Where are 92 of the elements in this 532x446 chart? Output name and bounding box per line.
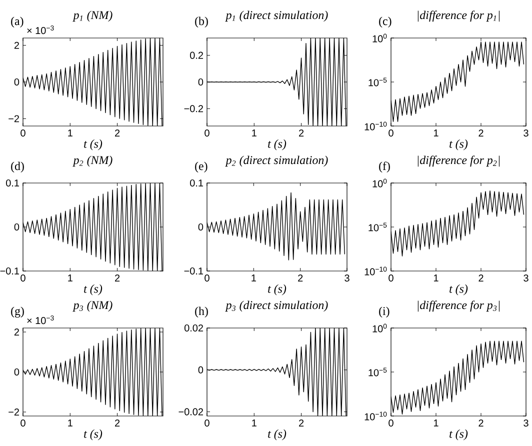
x-tick-label: 2 [115,274,120,282]
x-tick-label: 2 [478,274,484,282]
line-series [23,38,162,126]
text: (g) [11,306,24,318]
y-tick-label: 0 [198,366,204,374]
x-tick-label: 0 [388,130,394,137]
x-tick-label: 3 [344,274,350,282]
line-series [207,328,346,416]
x-axis-title: t (s) [450,284,468,296]
x-tick-label: 1 [252,420,256,426]
x-axis-title: t (s) [268,139,286,150]
y-tick-label: 10$^{0}$ [372,34,387,42]
x-axis-title: t (s) [84,284,102,296]
x-tick-label: 3 [524,130,528,137]
y-tick-label: 0 [14,78,20,86]
text: (b) [195,16,208,28]
text: (a) [11,16,24,28]
line-series [23,182,162,271]
text: (i) [379,306,390,318]
y-tick-label: 0.1 [6,179,19,187]
x-tick-label: 1 [252,274,256,282]
chart-title: p$_{2}$ (NM) [72,156,112,167]
text: (f) [379,162,390,173]
y-tick-label: 10$^{−5}$ [368,222,387,232]
x-tick-label: 1 [252,130,256,136]
y-tick-label: 2 [14,42,19,49]
y-tick-label: 0.02 [184,324,203,332]
line-series [207,38,346,126]
y-tick-label: 0.1 [190,179,204,187]
y-tick-label: 10$^{−10}$ [364,122,387,130]
y-tick-label: −0.2 [184,105,203,112]
x-axis-title: t (s) [84,139,102,150]
x-tick-label: 2 [115,420,120,426]
y-tick-label: −0.1 [184,267,204,275]
y-tick-label: −0.02 [178,408,203,416]
y-tick-label: 10$^{−10}$ [364,266,387,276]
text: × 10$^{−3}$ [27,316,54,324]
text: (e) [195,162,208,173]
x-tick-label: 0 [20,420,26,427]
y-tick-label: 0 [198,78,204,86]
chart-title: |difference for p$_{1}$| [418,10,500,22]
y-tick-label: 10$^{−10}$ [364,412,387,420]
y-tick-label: −2 [8,115,19,122]
x-tick-label: 2 [299,420,304,426]
x-tick-label: 1 [434,130,438,136]
x-tick-label: 0 [388,274,394,282]
chart-title: p$_{1}$ (NM) [72,10,112,22]
x-tick-label: 3 [524,420,528,427]
x-tick-label: 2 [478,420,484,426]
x-axis-title: t (s) [450,139,468,150]
chart-title: p$_{1}$ (direct simulation) [225,10,328,22]
x-tick-label: 0 [204,274,210,282]
x-tick-label: 1 [434,420,438,426]
text: (c) [379,16,392,28]
x-tick-label: 1 [68,420,72,426]
y-tick-label: 0.2 [190,52,203,59]
text: (d) [11,162,24,173]
chart-title: p$_{2}$ (direct simulation) [225,156,328,167]
x-tick-label: 0 [20,274,26,282]
y-tick-label: 0 [198,223,204,231]
chart-title: p$_{3}$ (NM) [72,300,112,312]
line-series [23,328,162,416]
x-axis-title: t (s) [268,284,286,296]
x-tick-label: 0 [20,130,26,137]
chart-title: p$_{3}$ (direct simulation) [225,300,328,312]
x-tick-label: 0 [388,420,394,427]
x-tick-label: 1 [68,274,72,282]
chart-title: |difference for p$_{3}$| [418,300,500,312]
y-tick-label: 0 [14,223,20,231]
y-tick-label: 10$^{−5}$ [368,78,387,86]
y-tick-label: 10$^{0}$ [372,324,387,332]
y-tick-label: 2 [14,328,19,336]
x-axis-title: t (s) [450,429,468,440]
y-tick-label: −0.1 [0,267,19,275]
x-tick-label: 1 [434,274,438,282]
x-axis-title: t (s) [268,429,286,440]
chart-title: |difference for p$_{2}$| [418,156,500,167]
x-tick-label: 2 [478,130,484,136]
y-tick-label: −2 [8,408,19,416]
y-tick-label: 10$^{0}$ [372,178,387,188]
text: (h) [195,306,208,318]
y-tick-label: 0 [14,368,20,376]
x-axis-title: t (s) [84,429,102,440]
x-tick-label: 2 [298,274,303,282]
x-tick-label: 2 [299,130,304,136]
x-tick-label: 3 [524,274,528,282]
x-tick-label: 0 [204,130,210,137]
x-tick-label: 1 [68,130,72,136]
y-tick-label: 10$^{−5}$ [368,368,387,376]
x-tick-label: 2 [115,130,120,136]
text: × 10$^{−3}$ [27,26,54,34]
x-tick-label: 0 [204,420,210,427]
